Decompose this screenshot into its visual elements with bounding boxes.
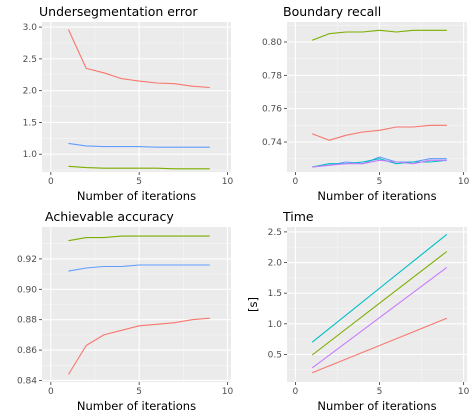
y-tick-label: 1.0 xyxy=(268,320,283,330)
y-tick-label: 0.90 xyxy=(17,285,37,295)
series-line-3 xyxy=(311,317,448,374)
panel-3: Time 0 5 10 0.5 1.0 1.5 2.0 2.5 Number of iterati… xyxy=(246,209,470,413)
y-tick-label: 0.78 xyxy=(262,71,282,81)
series-line-1 xyxy=(311,251,448,356)
x-axis-label: Number of iterations xyxy=(77,399,196,413)
panel-0: Undersegmentation error 0 5 10 1.0 1.5 2.0 2.5 3… xyxy=(23,4,234,203)
plot-background xyxy=(287,22,467,172)
plot-background xyxy=(42,22,231,172)
series-line-0 xyxy=(311,233,448,343)
panel-title: Time xyxy=(282,209,314,224)
series-line-2 xyxy=(68,317,210,375)
x-tick-label: 0 xyxy=(293,387,299,397)
series-line-2 xyxy=(311,266,448,369)
x-tick-label: 10 xyxy=(458,177,470,187)
y-tick-label: 0.84 xyxy=(17,376,37,386)
x-axis-label: Number of iterations xyxy=(317,399,436,413)
series-line-3 xyxy=(312,158,447,168)
panel-title: Undersegmentation error xyxy=(39,4,198,19)
series-line-0 xyxy=(68,235,210,242)
y-tick-label: 0.76 xyxy=(262,105,282,115)
y-tick-label: 0.88 xyxy=(17,316,37,326)
series-line-2 xyxy=(68,165,210,170)
y-tick-label: 2.5 xyxy=(268,228,282,238)
panel-title: Boundary recall xyxy=(283,4,381,19)
x-tick-label: 5 xyxy=(377,387,383,397)
series-line-1 xyxy=(311,124,447,141)
x-tick-label: 0 xyxy=(48,387,54,397)
x-tick-label: 0 xyxy=(48,177,54,187)
x-tick-label: 10 xyxy=(222,177,234,187)
series-line-0 xyxy=(311,29,447,41)
y-tick-label: 0.92 xyxy=(17,255,37,265)
series-line-4 xyxy=(312,159,447,168)
y-tick-label: 2.5 xyxy=(23,55,37,65)
x-tick-label: 0 xyxy=(293,177,299,187)
y-axis-label: [s] xyxy=(246,297,260,312)
x-axis-label: Number of iterations xyxy=(77,189,196,203)
y-tick-label: 1.0 xyxy=(23,150,38,160)
panel-2: Achievable accuracy 0 5 10 0.84 0.86 0.88 0.90 0… xyxy=(17,209,234,413)
y-tick-label: 2.0 xyxy=(23,87,38,97)
x-tick-label: 5 xyxy=(377,177,383,187)
x-axis-label: Number of iterations xyxy=(317,189,436,203)
y-tick-label: 2.0 xyxy=(268,259,283,269)
y-tick-label: 1.5 xyxy=(23,118,37,128)
y-tick-label: 1.5 xyxy=(268,289,282,299)
series-line-0 xyxy=(67,29,210,89)
y-tick-label: 0.5 xyxy=(268,350,282,360)
panel-title: Achievable accuracy xyxy=(45,209,174,224)
x-tick-label: 5 xyxy=(136,387,142,397)
x-tick-label: 10 xyxy=(222,387,234,397)
panel-1: Boundary recall 0 5 10 0.74 0.76 0.78 0.80 Numbe… xyxy=(262,4,470,203)
y-tick-label: 0.80 xyxy=(262,38,282,48)
x-tick-label: 10 xyxy=(458,387,470,397)
y-tick-label: 0.74 xyxy=(262,138,282,148)
x-tick-label: 5 xyxy=(136,177,142,187)
y-tick-label: 3.0 xyxy=(23,23,38,33)
y-tick-label: 0.86 xyxy=(17,346,37,356)
series-line-1 xyxy=(68,142,210,148)
series-line-1 xyxy=(68,264,210,272)
